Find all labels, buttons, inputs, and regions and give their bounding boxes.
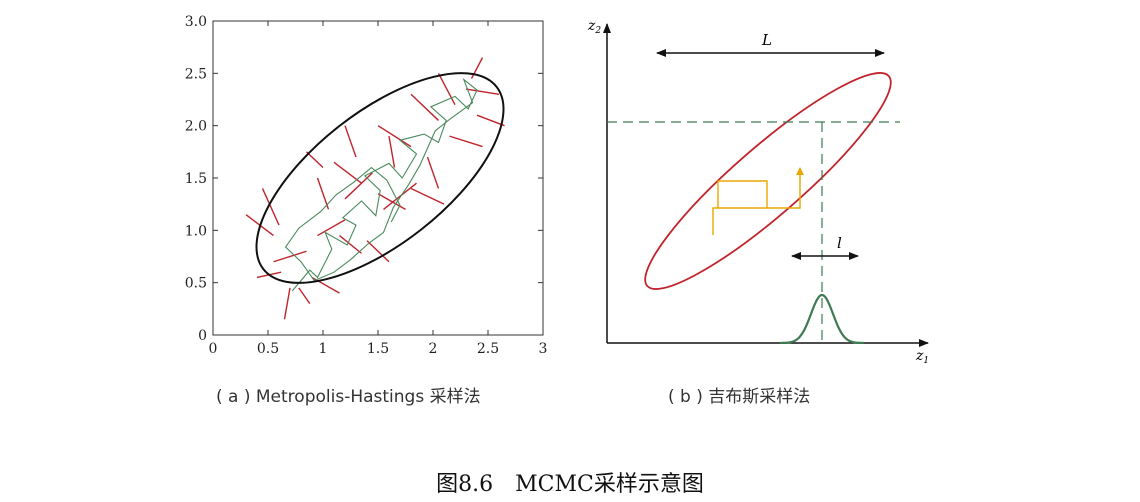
rejected-proposal-segment [317,219,346,237]
panel-a-mh-plot: 0 0.5 1 1.5 2 2.5 3 0 0.5 1.0 1.5 2.0 2.5 3.0 [185,14,548,357]
gibbs-target-ellipse [644,72,892,290]
rejected-proposal-segment [316,177,330,210]
rejected-proposal-segment [333,161,362,184]
rejected-proposal-segment [476,114,505,127]
plot-a-data [245,57,505,320]
l-label: l [837,234,842,252]
plot-a-y-tick-labels: 0 0.5 1.0 1.5 2.0 2.5 3.0 [185,14,207,344]
y-tick-label: 3.0 [185,14,207,30]
rejected-proposal-segment [426,156,440,189]
rejected-proposal-segment [283,287,291,320]
rejected-proposal-segment [377,125,412,148]
gibbs-step-path-2 [717,180,768,208]
y-tick-label: 2.5 [185,66,207,82]
rejected-proposal-segment [366,240,390,263]
panel-b-caption: ( b ) 吉布斯采样法 [668,387,811,407]
plot-a-x-tick-labels: 0 0.5 1 1.5 2 2.5 3 [209,341,548,357]
accepted-chain-path [284,77,478,292]
x-tick-label: 2.5 [477,341,499,357]
x-tick-label: 0 [209,341,218,357]
rejected-proposal-segment [437,73,456,106]
panel-b-gibbs-diagram: z2 z1 L l [587,18,929,366]
panel-a-caption: ( a ) Metropolis-Hastings 采样法 [216,387,481,407]
y-tick-label: 1.5 [185,171,207,187]
conditional-distribution-curve [779,293,865,345]
z1-axis-label: z1 [915,348,929,366]
rejected-proposal-segment [465,88,500,95]
gibbs-step-path [712,167,804,235]
rejected-proposal-segment [383,182,417,210]
L-label: L [761,31,772,49]
x-tick-label: 3 [539,341,548,357]
y-tick-label: 0 [198,328,207,344]
x-tick-label: 1 [319,341,328,357]
rejected-proposal-segment [388,136,396,168]
rejected-proposal-segment [377,193,406,211]
rejected-proposal-segment [298,287,311,305]
rejected-proposal-segment [306,151,324,169]
y-tick-label: 2.0 [185,119,207,135]
y-tick-label: 0.5 [185,276,207,292]
rejected-proposal-segment [339,235,362,254]
rejected-proposal-segment [261,188,280,226]
rejected-proposal-segment [410,187,445,205]
target-distribution-ellipse [255,72,505,284]
rejected-proposal-segment [273,250,307,263]
z2-axis-label: z2 [587,18,601,36]
x-tick-label: 2 [429,341,438,357]
figure-title: 图8.6 MCMC采样示意图 [436,472,704,497]
rejected-proposal-segment [449,135,483,148]
rejected-proposal-segment [410,93,439,121]
plot-a-frame [212,20,544,336]
y-tick-label: 1.0 [185,223,207,239]
x-tick-label: 1.5 [367,341,389,357]
rejected-proposal-segment [344,125,357,158]
plot-a-ticks [212,20,544,336]
rejected-proposals [245,57,505,320]
x-tick-label: 0.5 [257,341,279,357]
rejected-proposal-segment [344,172,373,200]
